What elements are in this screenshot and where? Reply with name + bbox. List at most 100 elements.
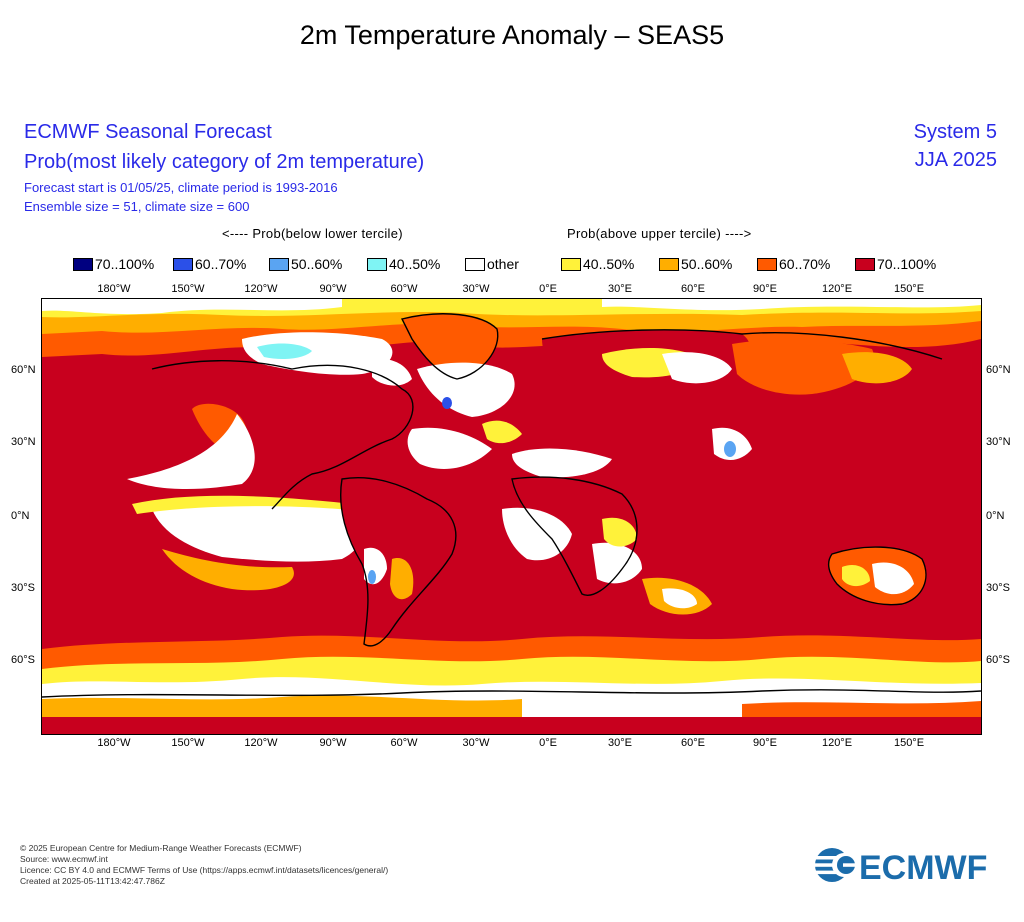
greenland-land: [402, 313, 498, 379]
lon-label-top: 120°W: [244, 283, 278, 295]
lon-label-bottom: 90°E: [753, 737, 777, 749]
lon-label-top: 150°E: [893, 283, 925, 295]
below-tercile-label: <---- Prob(below lower tercile): [222, 226, 403, 241]
legend-swatch: [269, 257, 289, 271]
lat-label-right: 0°N: [986, 510, 1005, 522]
lon-label-bottom: 90°W: [319, 737, 347, 749]
lon-label-top: 0°E: [539, 283, 557, 295]
australia-yellow: [842, 564, 870, 587]
south-asia-cool-spot: [724, 441, 736, 457]
lon-label-bottom: 0°E: [539, 737, 557, 749]
legend-swatch: [73, 257, 93, 271]
lon-label-bottom: 120°E: [821, 737, 853, 749]
lon-label-bottom: 120°W: [244, 737, 278, 749]
lon-label-bottom: 180°W: [97, 737, 131, 749]
created-line: Created at 2025-05-11T13:42:47.786Z: [20, 876, 165, 886]
lat-label-left: 30°S: [11, 582, 35, 594]
ecmwf-logo-mark: [815, 848, 857, 882]
north-america-land: [152, 360, 413, 509]
legend-item: 40..50%: [561, 256, 634, 272]
legend-swatch: [561, 257, 581, 271]
legend-swatch: [173, 257, 193, 271]
coastline-greenland: [400, 313, 499, 380]
legend-swatch: [855, 257, 875, 271]
lon-label-bottom: 30°E: [608, 737, 632, 749]
lon-label-bottom: 60°E: [681, 737, 705, 749]
lon-label-bottom: 30°W: [462, 737, 490, 749]
atlantic-yellow-patch: [482, 420, 522, 444]
canadian-arctic-neutral: [242, 332, 393, 375]
season-label: JJA 2025: [914, 149, 997, 171]
lat-label-right: 30°N: [986, 436, 1011, 448]
lon-label-top: 30°E: [608, 283, 632, 295]
lon-label-top: 180°W: [97, 283, 131, 295]
lon-label-bottom: 60°W: [390, 737, 418, 749]
legend-label: 70..100%: [95, 256, 155, 272]
legend-label: 40..50%: [389, 256, 441, 272]
lat-label-left: 60°S: [11, 654, 35, 666]
legend-item: other: [465, 256, 519, 272]
north-atlantic-neutral: [417, 362, 515, 417]
legend-label: 70..100%: [877, 256, 937, 272]
south-africa-neutral: [592, 542, 642, 584]
coastline-africa: [511, 476, 638, 596]
lat-label-left: 30°N: [11, 436, 36, 448]
lat-label-left: 60°N: [11, 364, 36, 376]
legend-swatch: [465, 257, 485, 271]
hudson-neutral: [372, 358, 412, 386]
licence-line: Licence: CC BY 4.0 and ECMWF Terms of Us…: [20, 865, 389, 875]
legend-swatch: [757, 257, 777, 271]
legend-label: 40..50%: [583, 256, 635, 272]
legend-item: 70..100%: [73, 256, 154, 272]
lat-label-right: 30°S: [986, 582, 1010, 594]
africa-yellow-patch: [602, 517, 637, 547]
legend-swatch: [659, 257, 679, 271]
system-label: System 5: [913, 121, 997, 143]
coastline-eurasia: [541, 329, 943, 360]
forecast-subtitle: Prob(most likely category of 2m temperat…: [24, 151, 425, 173]
page-title: 2m Temperature Anomaly – SEAS5: [299, 20, 725, 50]
sa-orange-patch: [390, 558, 414, 600]
lon-label-bottom: 150°E: [893, 737, 925, 749]
coastline-antarctica: [42, 689, 981, 698]
sp-orange-patch: [162, 549, 294, 591]
map-canvas: [42, 299, 981, 734]
lon-label-top: 60°E: [681, 283, 705, 295]
lon-label-top: 90°E: [753, 283, 777, 295]
credits: © 2025 European Centre for Medium-Range …: [20, 843, 388, 887]
legend-label: 60..70%: [779, 256, 831, 272]
lon-label-top: 30°W: [462, 283, 490, 295]
canadian-arctic-cool: [257, 343, 312, 359]
coastline-australia: [828, 546, 927, 606]
australia-neutral: [872, 562, 914, 595]
lon-label-top: 60°W: [390, 283, 418, 295]
lon-label-bottom: 150°W: [171, 737, 205, 749]
russia-neutral-patch: [662, 352, 732, 384]
eq-pacific-yellow-edge: [132, 495, 362, 514]
ecmwf-logo: ECMWF: [815, 848, 987, 884]
lon-label-top: 150°W: [171, 283, 205, 295]
north-atlantic-cool-spot: [442, 397, 452, 409]
lon-label-top: 90°W: [319, 283, 347, 295]
arctic-neutral-patches: [42, 299, 981, 315]
legend-item: 70..100%: [855, 256, 936, 272]
forecast-start-info: Forecast start is 01/05/25, climate peri…: [24, 180, 338, 195]
lat-label-right: 60°N: [986, 364, 1011, 376]
legend-item: 40..50%: [367, 256, 440, 272]
legend-item: 60..70%: [173, 256, 246, 272]
legend-item: 50..60%: [269, 256, 342, 272]
siberia-orange-patch: [732, 339, 874, 395]
legend-item: 60..70%: [757, 256, 830, 272]
ne-pacific-neutral: [127, 414, 255, 489]
ensemble-size-info: Ensemble size = 51, climate size = 600: [24, 199, 250, 214]
lon-label-top: 120°E: [821, 283, 853, 295]
legend-label: 60..70%: [195, 256, 247, 272]
probability-map: [41, 298, 982, 735]
source-line: Source: www.ecmwf.int: [20, 854, 108, 864]
coastline-south-america: [340, 477, 457, 647]
antarctica-bottom-band: [42, 717, 981, 734]
indian-ocean-neutral: [662, 588, 697, 609]
sa-cool-spot: [368, 570, 376, 584]
legend-swatch: [367, 257, 387, 271]
legend-label: other: [487, 256, 519, 272]
